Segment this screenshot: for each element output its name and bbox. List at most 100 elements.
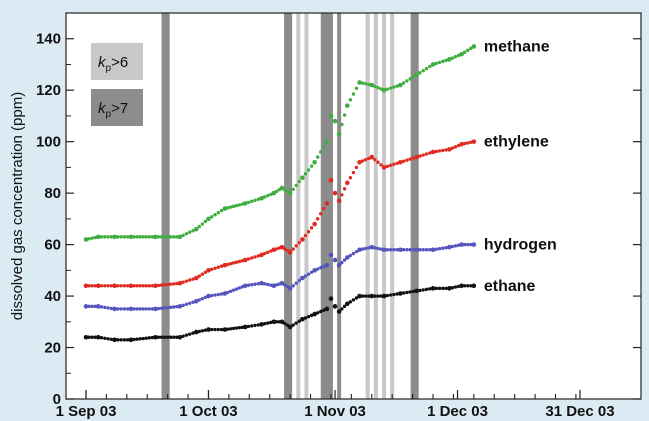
ethane-point-3: [112, 337, 117, 343]
methane-trace-dot: [200, 222, 205, 226]
ethylene-trace-dot: [262, 251, 267, 256]
ethane-trace-dot: [138, 337, 142, 341]
ethane-point-27: [430, 286, 436, 291]
hydrogen-trace-dot: [99, 305, 104, 309]
ethane-trace-dot: [444, 286, 448, 291]
methane-trace-dot: [246, 200, 251, 205]
ethylene-trace-dot: [319, 212, 323, 216]
ethylene-point-7: [193, 275, 199, 281]
ethylene-trace-dot: [379, 163, 383, 167]
methane-point-17: [324, 139, 330, 144]
methane-point-22: [357, 80, 362, 85]
ethylene-trace-dot: [216, 265, 220, 269]
methane-trace-dot: [162, 235, 167, 239]
ethylene-trace-dot: [125, 284, 130, 288]
ethane-trace-dot: [319, 309, 323, 314]
ethylene-trace-dot: [418, 154, 422, 158]
ethane-point-28: [447, 286, 452, 291]
ethylene-trace-dot: [150, 284, 155, 288]
ethylene-point-10: [242, 257, 248, 263]
hydrogen-trace-dot: [210, 293, 214, 298]
series-label-ethylene: ethylene: [484, 134, 549, 151]
ethane-point-18: [328, 296, 334, 301]
ethane-point-16: [312, 311, 317, 317]
hydrogen-point-21: [344, 255, 350, 260]
ethane-trace-dot: [93, 335, 97, 339]
ethane-point-26: [414, 288, 419, 294]
ethylene-trace-dot: [106, 284, 110, 288]
ethane-trace-dot: [144, 336, 148, 340]
hydrogen-point-16: [312, 268, 317, 273]
methane-trace-dot: [408, 77, 412, 81]
ethane-trace-dot: [421, 288, 425, 292]
shaded-period-11: [410, 13, 419, 399]
ethylene-trace-dot: [363, 157, 368, 162]
ethylene-point-5: [153, 283, 158, 289]
ethylene-trace-dot: [119, 284, 123, 288]
hydrogen-point-11: [259, 280, 264, 286]
ethylene-trace-dot: [309, 226, 314, 230]
hydrogen-trace-dot: [262, 282, 267, 286]
ethylene-point-2: [95, 283, 101, 289]
hydrogen-trace-dot: [234, 287, 239, 291]
ethane-point-6: [177, 334, 183, 340]
y-tick-label: 120: [36, 82, 61, 99]
ethane-trace-dot: [418, 288, 422, 293]
methane-trace-dot: [388, 86, 393, 90]
ethane-trace-dot: [282, 321, 287, 326]
ethane-point-23: [369, 293, 375, 299]
ethane-trace-dot: [132, 337, 136, 342]
ethane-trace-dot: [106, 337, 110, 341]
ethane-trace-dot: [392, 292, 396, 297]
hydrogen-point-18: [328, 252, 334, 258]
ethane-trace-dot: [424, 287, 429, 292]
ethylene-point-26: [414, 154, 419, 160]
ethylene-trace-dot: [291, 247, 295, 251]
ethane-trace-dot: [231, 326, 236, 331]
ethylene-trace-dot: [421, 153, 425, 157]
shaded-period-5: [320, 13, 333, 399]
hydrogen-trace-dot: [253, 282, 257, 286]
methane-point-20: [336, 131, 342, 137]
ethylene-point-21: [344, 180, 350, 186]
methane-point-14: [287, 190, 293, 196]
ethane-trace-dot: [379, 294, 383, 298]
ethylene-trace-dot: [322, 206, 326, 211]
hydrogen-trace-dot: [348, 253, 353, 258]
hydrogen-trace-dot: [428, 248, 432, 252]
ethane-point-24: [381, 293, 387, 299]
methane-trace-dot: [175, 235, 179, 239]
hydrogen-trace-dot: [119, 307, 123, 311]
x-tick-label: 31 Dec 03: [545, 403, 614, 420]
ethane-trace-dot: [274, 320, 279, 324]
shaded-period-3: [296, 13, 301, 399]
methane-point-23: [369, 82, 375, 88]
y-tick-label: 0: [53, 391, 61, 408]
methane-trace-dot: [360, 81, 365, 85]
methane-trace-dot: [116, 235, 120, 239]
hydrogen-trace-dot: [132, 307, 136, 311]
ethane-trace-dot: [303, 316, 308, 320]
hydrogen-trace-dot: [319, 266, 323, 270]
hydrogen-trace-dot: [351, 251, 356, 256]
methane-trace-dot: [306, 168, 311, 172]
hydrogen-trace-dot: [469, 242, 473, 247]
ethylene-trace-dot: [360, 159, 365, 163]
methane-trace-dot: [462, 50, 467, 54]
methane-trace-dot: [376, 85, 380, 90]
ethane-point-11: [259, 322, 264, 327]
hydrogen-trace-dot: [90, 304, 94, 309]
methane-trace-dot: [169, 235, 173, 239]
ethane-point-22: [357, 293, 362, 299]
plot-background: [66, 13, 641, 399]
hydrogen-trace-dot: [150, 307, 155, 311]
hydrogen-trace-dot: [144, 307, 148, 311]
ethylene-trace-dot: [144, 284, 148, 288]
ethylene-trace-dot: [184, 279, 189, 283]
hydrogen-trace-dot: [200, 296, 205, 301]
ethane-point-25: [398, 291, 403, 296]
ethylene-trace-dot: [87, 284, 91, 288]
ethylene-trace-dot: [408, 157, 412, 161]
ethane-trace-dot: [450, 286, 455, 290]
methane-trace-dot: [156, 235, 161, 239]
